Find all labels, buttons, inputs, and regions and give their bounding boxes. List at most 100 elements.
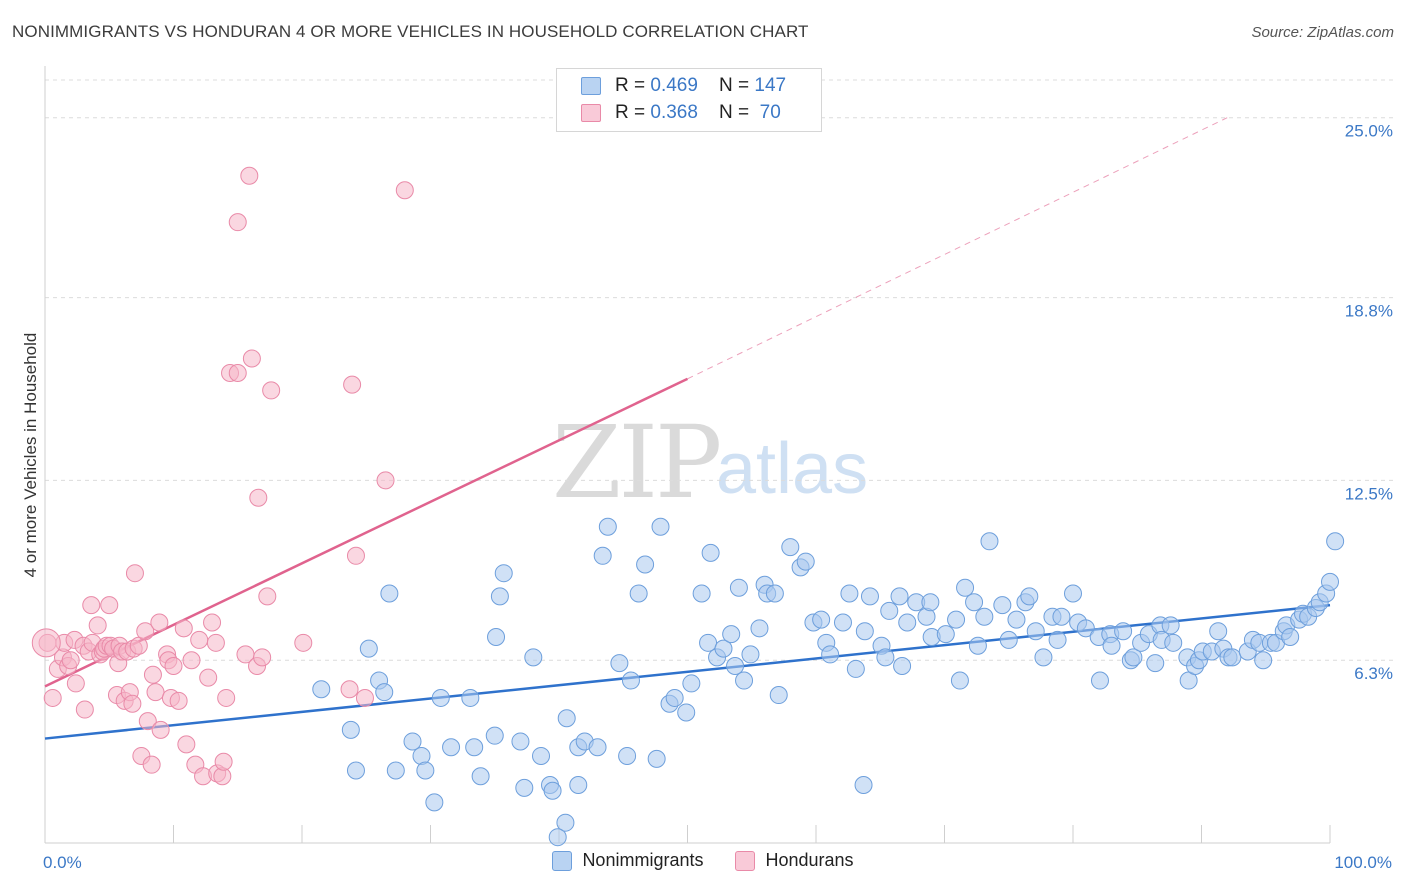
nonimmigrant-point: [621, 671, 640, 690]
nonimmigrant-point: [921, 593, 940, 612]
nonimmigrant-point: [1052, 607, 1071, 626]
nonimmigrant-point: [880, 601, 899, 620]
nonimmigrant-point: [636, 555, 655, 574]
honduran-point: [125, 564, 144, 583]
nonimmigrant-point: [485, 726, 504, 745]
nonimmigrant-point: [490, 587, 509, 606]
nonimmigrant-point: [735, 671, 754, 690]
honduran-point: [253, 648, 272, 667]
nonimmigrant-point: [714, 639, 733, 658]
honduran-point: [75, 700, 94, 719]
nonimmigrant-point: [765, 584, 784, 603]
nonimmigrant-point: [1321, 572, 1339, 591]
legend-item-hondurans[interactable]: Hondurans: [735, 850, 854, 871]
nonimmigrant-point: [629, 584, 648, 603]
chart-title: NONIMMIGRANTS VS HONDURAN 4 OR MORE VEHI…: [12, 22, 809, 41]
nonimmigrant-point: [386, 761, 405, 780]
nonimmigrant-point: [569, 775, 588, 794]
honduran-point: [43, 688, 62, 707]
nonimmigrant-point: [833, 613, 852, 632]
honduran-point: [142, 755, 161, 774]
honduran-point: [340, 680, 359, 699]
watermark-atlas: atlas: [716, 429, 869, 509]
nonimmigrant-point: [425, 793, 444, 812]
honduran-point: [258, 587, 277, 606]
nonimmigrant-point: [651, 517, 670, 536]
nonimmigrant-point: [876, 648, 895, 667]
nonimmigrant-point: [471, 767, 490, 786]
legend-r-label: R =: [615, 75, 651, 96]
honduran-point: [262, 381, 281, 400]
honduran-point: [143, 665, 162, 684]
nonimmigrant-point: [1146, 654, 1165, 673]
axes: [44, 66, 1331, 844]
nonimmigrant-point: [1281, 628, 1300, 647]
y-tick-label: 18.8%: [1345, 302, 1393, 321]
honduran-point: [346, 546, 365, 565]
nonimmigrant-point: [346, 761, 365, 780]
nonimmigrant-point: [968, 636, 987, 655]
nonimmigrant-point: [993, 596, 1012, 615]
nonimmigrant-point: [692, 584, 711, 603]
nonimmigrant-point: [936, 625, 955, 644]
nonimmigrant-point: [593, 546, 612, 565]
nonimmigrant-point: [532, 746, 551, 765]
honduran-point: [228, 213, 247, 232]
nonimmigrant-point: [846, 659, 865, 678]
nonimmigrant-point: [750, 619, 769, 638]
nonimmigrant-point: [1114, 622, 1133, 641]
nonimmigrant-point: [416, 761, 435, 780]
honduran-point: [150, 613, 169, 632]
legend-item-nonimmigrants[interactable]: Nonimmigrants: [552, 850, 703, 871]
nonimmigrant-point: [855, 622, 874, 641]
nonimmigrant-point: [359, 639, 378, 658]
nonimmigrant-point: [1223, 648, 1242, 667]
nonimmigrant-point: [1161, 616, 1180, 635]
honduran-point: [395, 181, 414, 200]
nonimmigrant-point: [494, 564, 513, 583]
nonimmigrant-point: [341, 720, 360, 739]
nonimmigrant-point: [380, 584, 399, 603]
legend-swatch-blue: [552, 850, 573, 871]
nonimmigrant-point: [487, 628, 506, 647]
y-tick-label: 12.5%: [1345, 484, 1393, 503]
series-legend: Nonimmigrants Hondurans: [0, 850, 1406, 871]
honduran-point: [249, 488, 268, 507]
nonimmigrant-point: [1064, 584, 1082, 603]
nonimmigrant-point: [1254, 651, 1273, 670]
honduran-point: [174, 619, 193, 638]
y-tick-label: 25.0%: [1345, 122, 1393, 141]
nonimmigrant-point: [548, 828, 567, 847]
nonimmigrant-point: [999, 630, 1018, 649]
nonimmigrant-point: [1076, 619, 1095, 638]
honduran-point: [61, 651, 80, 670]
legend-n-value: 147: [754, 75, 787, 96]
nonimmigrant-point: [701, 543, 720, 562]
nonimmigrant-point: [812, 610, 831, 629]
source-label: Source: ZipAtlas.com: [1251, 24, 1394, 41]
nonimmigrant-point: [769, 686, 788, 705]
y-tick-label: 6.3%: [1354, 664, 1393, 683]
data-points: [31, 166, 1345, 847]
nonimmigrant-point: [840, 584, 859, 603]
honduran-point: [199, 668, 218, 687]
nonimmigrant-point: [1326, 532, 1345, 551]
nonimmigrant-point: [524, 648, 543, 667]
correlation-legend: R = 0.469 N = 147 R = 0.368 N = 70: [556, 68, 822, 132]
nonimmigrant-point: [375, 683, 394, 702]
legend-r-label: R =: [615, 102, 651, 123]
nonimmigrant-point: [975, 607, 994, 626]
legend-label: Hondurans: [765, 850, 854, 870]
nonimmigrant-point: [1007, 610, 1026, 629]
nonimmigrant-point: [598, 517, 617, 536]
nonimmigrant-point: [893, 657, 912, 676]
honduran-point: [100, 596, 119, 615]
watermark-zip: ZIP: [552, 404, 722, 521]
legend-n-label: N =: [719, 75, 755, 96]
honduran-point: [206, 633, 225, 652]
nonimmigrant-point: [956, 578, 975, 597]
nonimmigrant-point: [442, 738, 461, 757]
nonimmigrant-point: [722, 625, 741, 644]
nonimmigrant-point: [898, 613, 917, 632]
